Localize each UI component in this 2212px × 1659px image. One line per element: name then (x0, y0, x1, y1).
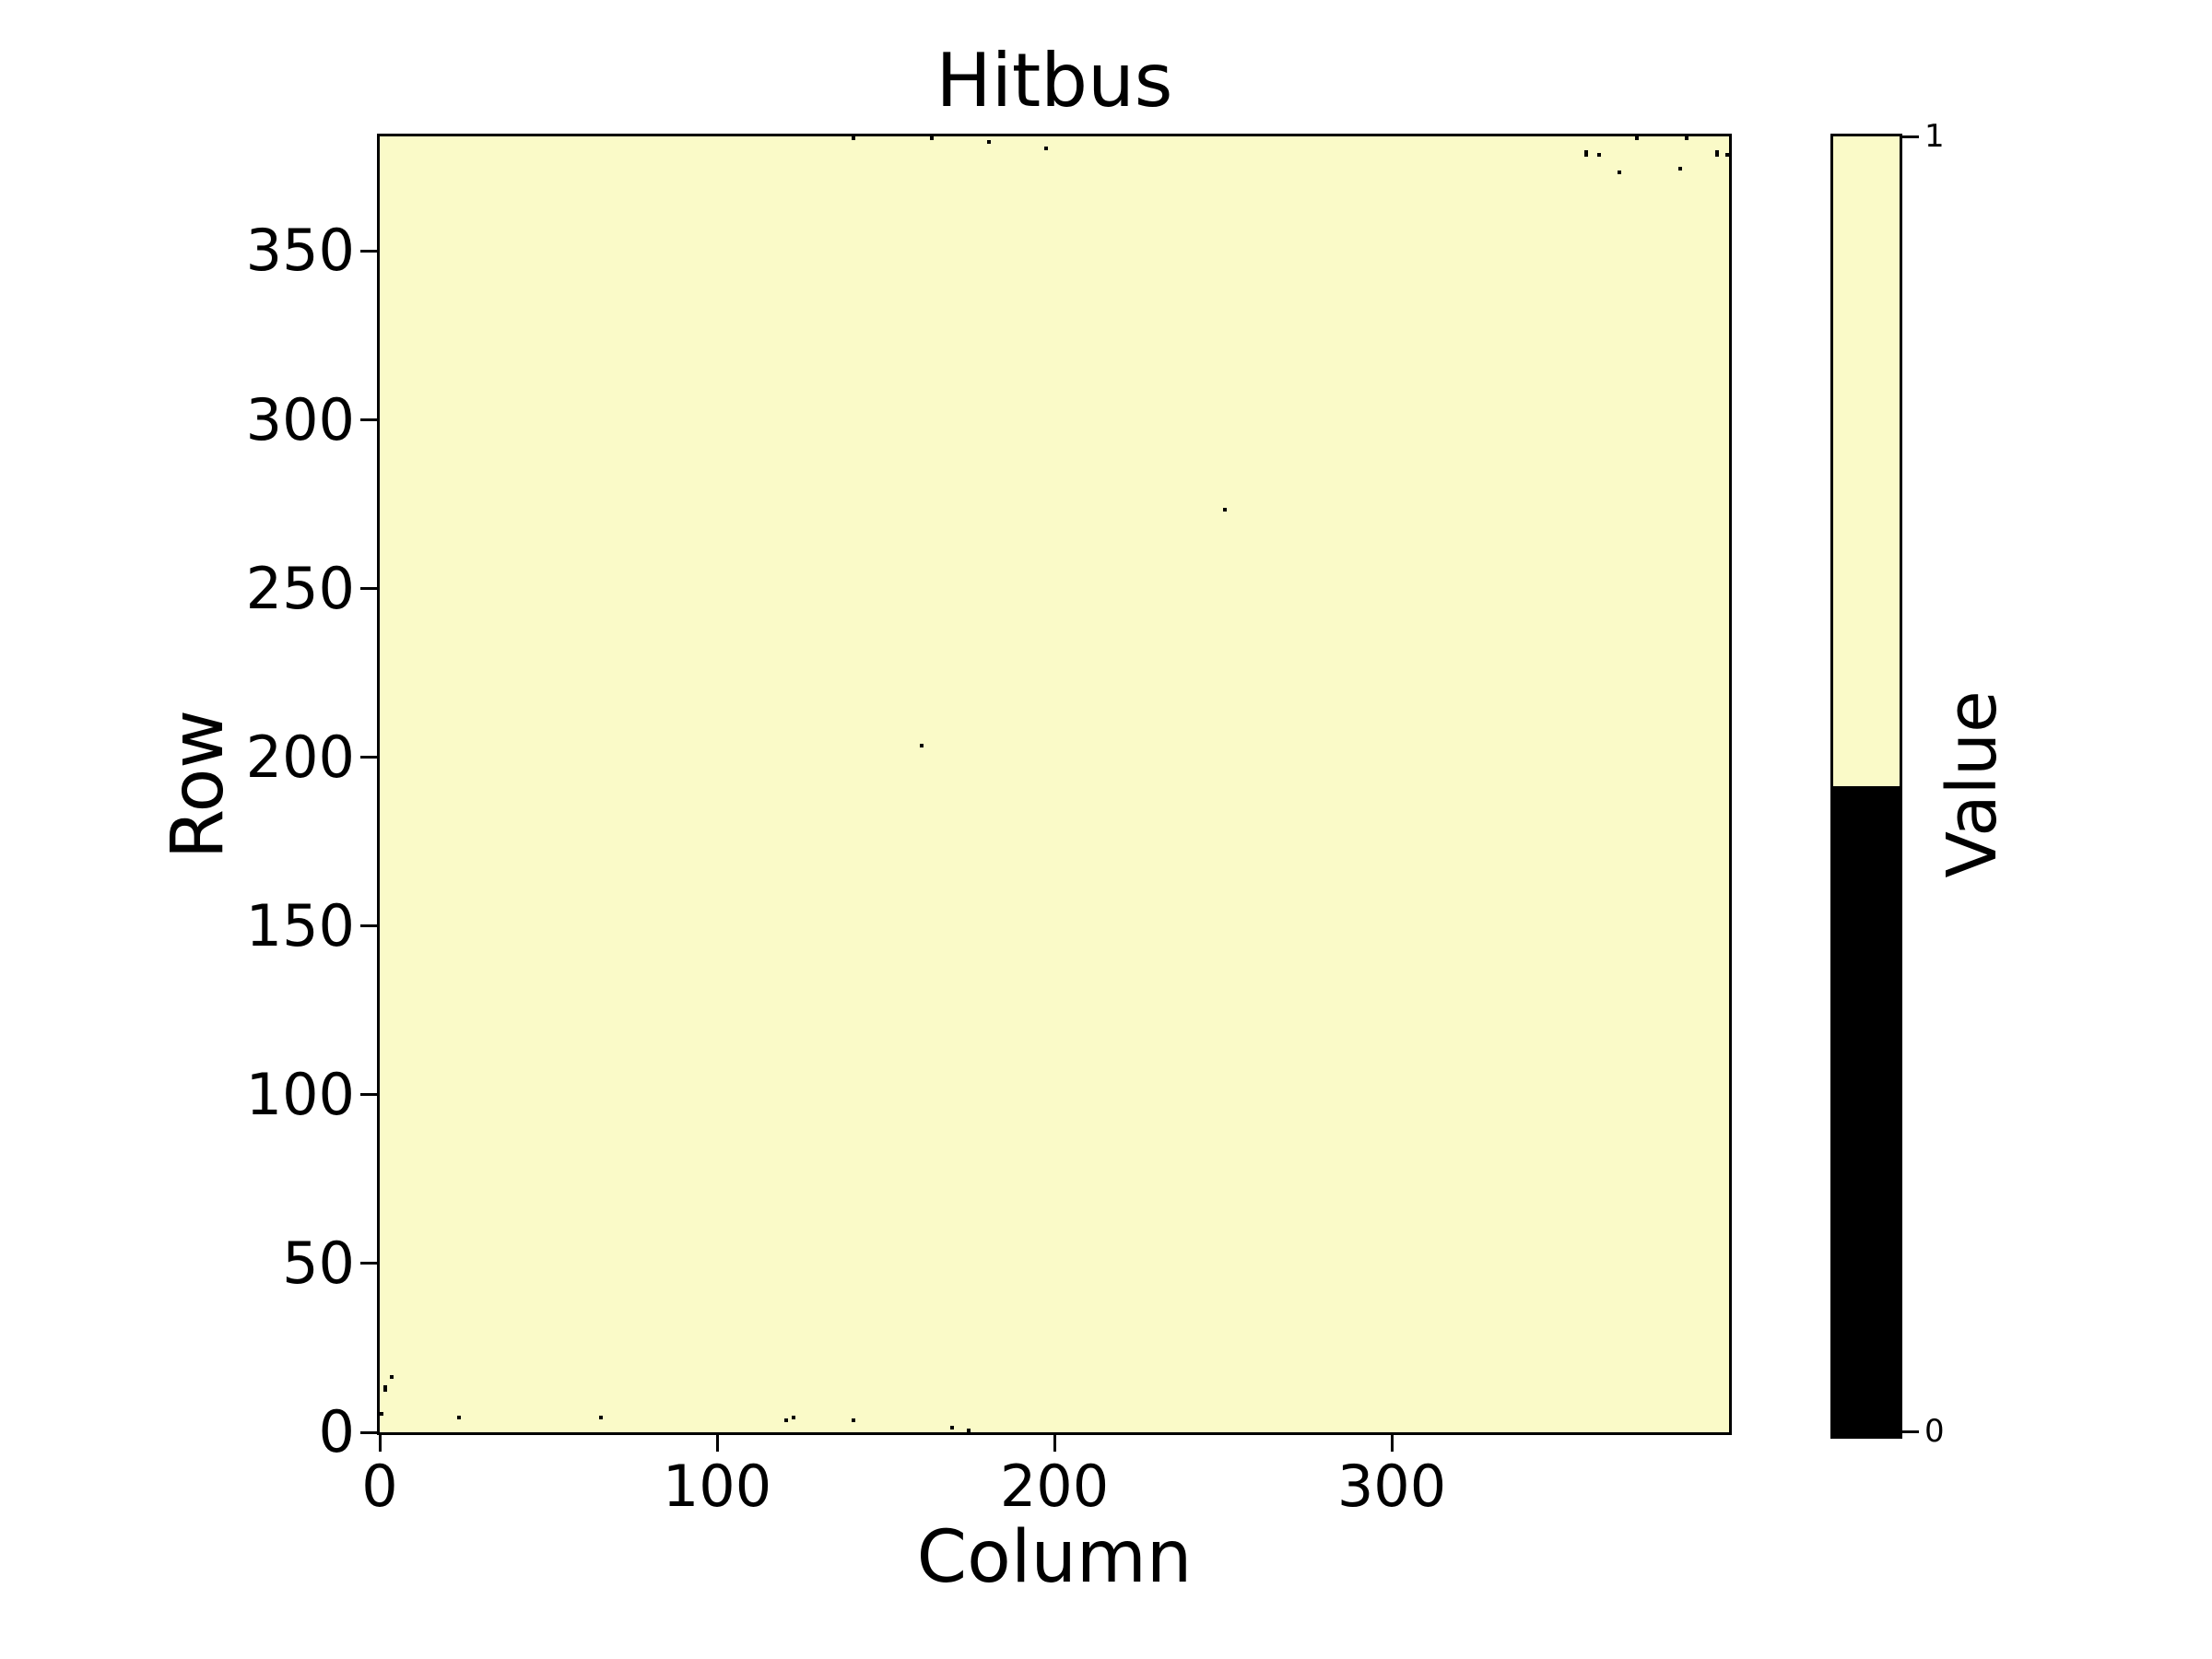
x-tick-label: 100 (662, 1453, 772, 1520)
heatmap-zero-pixel (383, 1385, 387, 1389)
heatmap-zero-pixel (950, 1426, 954, 1430)
heatmap-zero-pixel (852, 1418, 855, 1422)
x-tick-label: 200 (999, 1453, 1110, 1520)
colorbar-tick-mark (1902, 135, 1919, 138)
y-tick-label: 100 (245, 1060, 355, 1128)
y-tick-label: 50 (282, 1229, 355, 1297)
heatmap-zero-pixel (1678, 167, 1682, 171)
heatmap-zero-pixel (1715, 153, 1719, 157)
heatmap-zero-pixel (792, 1416, 795, 1419)
heatmap-zero-pixel (1715, 150, 1719, 154)
y-tick-label: 350 (245, 217, 355, 285)
heatmap-plot-area (377, 134, 1732, 1435)
heatmap-zero-pixel (967, 1429, 971, 1432)
colorbar-tick-label: 0 (1924, 1413, 1945, 1450)
y-tick-mark (360, 1093, 377, 1097)
colorbar-segment-value-1 (1833, 136, 1900, 786)
x-tick-label: 0 (361, 1453, 398, 1520)
x-tick-mark (715, 1435, 719, 1452)
y-tick-mark (360, 756, 377, 759)
heatmap-zero-pixel (930, 136, 934, 140)
heatmap-zero-pixel (987, 140, 991, 144)
heatmap-zero-pixel (852, 136, 855, 140)
x-tick-mark (1390, 1435, 1394, 1452)
heatmap-zero-pixel (390, 1375, 394, 1379)
heatmap-zero-pixel (920, 744, 924, 747)
colorbar (1830, 134, 1902, 1439)
heatmap-zero-pixel (1635, 136, 1639, 140)
x-tick-label: 300 (1336, 1453, 1447, 1520)
x-axis-label: Column (916, 1516, 1193, 1599)
chart-title: Hitbus (935, 38, 1173, 124)
y-tick-mark (360, 249, 377, 253)
y-tick-label: 150 (245, 891, 355, 959)
heatmap-zero-pixel (599, 1416, 603, 1419)
heatmap-zero-pixel (1584, 153, 1588, 157)
y-tick-mark (360, 1262, 377, 1265)
x-tick-mark (1053, 1435, 1056, 1452)
heatmap-zero-pixel (784, 1418, 788, 1422)
y-tick-mark (360, 418, 377, 422)
colorbar-tick-label: 1 (1924, 118, 1945, 155)
y-tick-label: 0 (318, 1398, 355, 1465)
heatmap-pixel-layer (380, 136, 1729, 1432)
y-axis-label: Row (157, 709, 240, 860)
heatmap-zero-pixel (1725, 153, 1729, 157)
heatmap-zero-pixel (457, 1416, 461, 1419)
heatmap-zero-pixel (1618, 171, 1621, 174)
y-tick-mark (360, 1430, 377, 1434)
heatmap-zero-pixel (1584, 150, 1588, 154)
heatmap-zero-pixel (1223, 508, 1227, 512)
heatmap-zero-pixel (1044, 147, 1048, 150)
heatmap-zero-pixel (1597, 153, 1601, 157)
colorbar-tick-mark (1902, 1430, 1919, 1433)
heatmap-zero-pixel (380, 1412, 383, 1416)
colorbar-segment-value-0 (1833, 786, 1900, 1436)
heatmap-zero-pixel (383, 1388, 387, 1392)
heatmap-zero-pixel (1685, 136, 1688, 140)
y-tick-mark (360, 924, 377, 928)
colorbar-label: Value (1933, 690, 2012, 878)
y-tick-mark (360, 587, 377, 591)
y-tick-label: 300 (245, 385, 355, 453)
y-tick-label: 200 (245, 723, 355, 791)
y-tick-label: 250 (245, 554, 355, 622)
x-tick-mark (378, 1435, 382, 1452)
